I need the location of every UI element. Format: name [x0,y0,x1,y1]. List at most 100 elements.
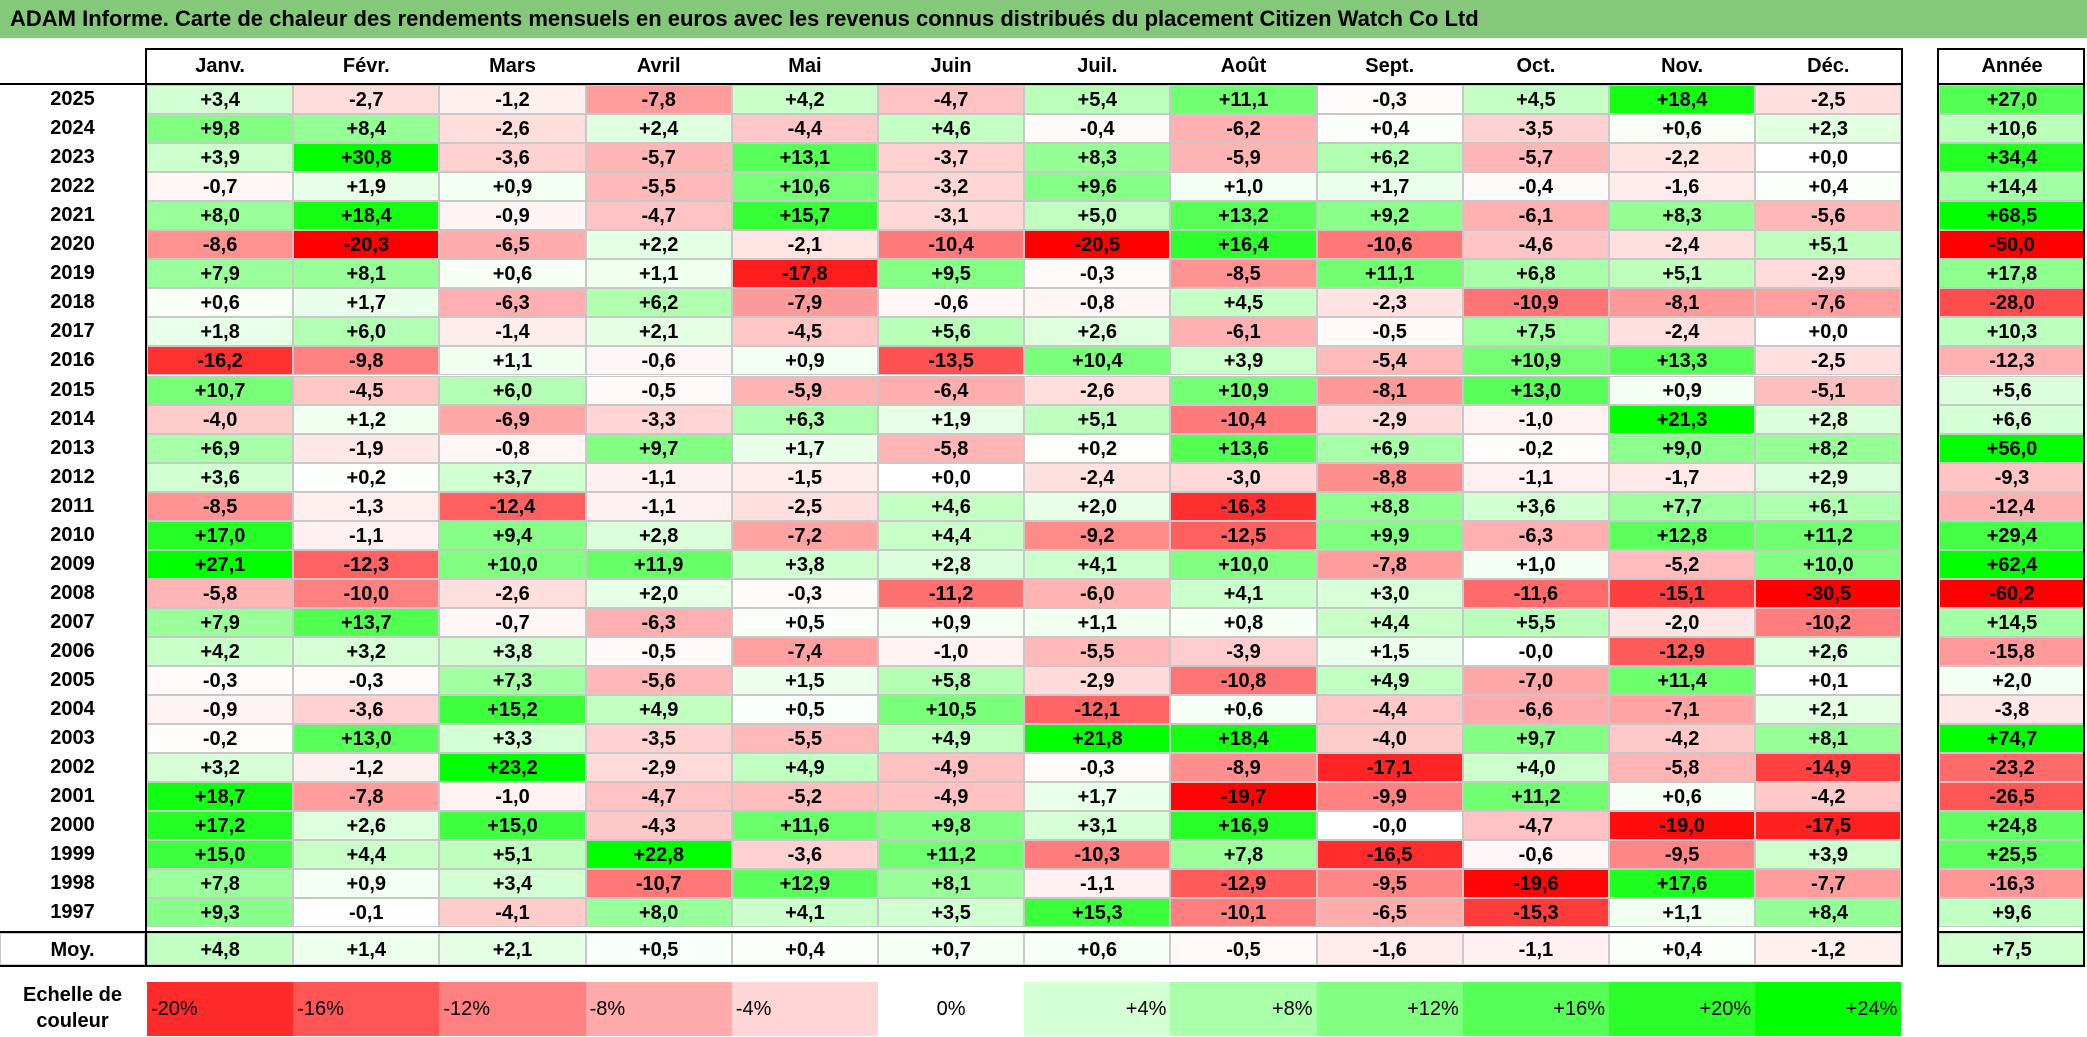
heatmap-cell: +1,1 [585,259,732,289]
heatmap-cell: +5,1 [1609,259,1756,289]
heatmap-cell: +5,1 [1024,404,1171,434]
month-header: Déc. [1807,55,1850,77]
heatmap-cell: -0,8 [1024,288,1171,318]
heatmap-cell: +3,6 [1462,491,1609,521]
heatmap-cell: +3,4 [147,85,294,115]
heatmap-cell: +4,5 [1462,85,1609,115]
heatmap-cell: -4,2 [1609,724,1756,754]
heatmap-cell: +9,6 [1024,172,1171,202]
heatmap-cell: -10,6 [1316,230,1463,260]
heatmap-cell: +3,1 [1024,811,1171,841]
heatmap-cell: -7,4 [731,636,878,666]
heatmap-cell: -0,5 [1316,317,1463,347]
heatmap-cell: -0,1 [293,898,440,928]
heatmap-cell: -0,3 [293,666,440,696]
heatmap-cell: +0,9 [439,172,586,202]
heatmap-cell: -4,4 [1316,695,1463,725]
heatmap-cell: -2,4 [1609,317,1756,347]
heatmap-cell: -5,2 [1609,549,1756,579]
heatmap-cell: -2,5 [1755,346,1902,376]
heatmap-cell: -2,6 [439,114,586,144]
heatmap-cell: -10,8 [1170,666,1317,696]
heatmap-cell: -6,4 [878,375,1025,405]
month-header: Juil. [1077,55,1118,77]
heatmap-cell: +9,0 [1609,433,1756,463]
annual-cell: +34,4 [1939,143,2085,173]
heatmap-cell: -8,9 [1170,753,1317,783]
color-scale-stop: +4% [1024,982,1171,1036]
month-header: Avril [636,55,681,77]
year-label: 2008 [50,581,95,604]
heatmap-cell: +8,1 [878,869,1025,899]
heatmap-cell: +10,0 [1170,549,1317,579]
heatmap-cell: +2,8 [585,520,732,550]
heatmap-cell: -0,2 [147,724,294,754]
heatmap-cell: +8,1 [1755,724,1902,754]
heatmap-cell: +8,4 [1755,898,1902,928]
heatmap-cell: +2,2 [585,230,732,260]
heatmap-cell: +3,0 [1316,578,1463,608]
heatmap-cell: -4,9 [878,782,1025,812]
heatmap-cell: +11,9 [585,549,732,579]
header-divider [0,83,1902,85]
color-scale-stop: -16% [293,982,440,1036]
year-label: 2015 [50,378,95,401]
year-label: 2006 [50,639,95,662]
heatmap-cell: +21,8 [1024,724,1171,754]
average-cell: +0,5 [585,933,732,965]
heatmap-cell: +0,6 [1609,114,1756,144]
year-label: 2013 [50,436,95,459]
year-label: 2004 [50,698,95,721]
year-label: 2014 [50,407,95,430]
month-header: Sept. [1365,55,1415,77]
heatmap-cell: -1,7 [1609,462,1756,492]
heatmap-cell: +22,8 [585,840,732,870]
heatmap-cell: +3,9 [1755,840,1902,870]
page-title: ADAM Informe. Carte de chaleur des rende… [0,0,2087,38]
heatmap-cell: -10,0 [293,578,440,608]
annual-cell: -9,3 [1939,462,2085,492]
heatmap-cell: +8,8 [1316,491,1463,521]
heatmap-cell: -2,2 [1609,143,1756,173]
heatmap-cell: -0,5 [585,636,732,666]
average-cell: -1,6 [1316,933,1463,965]
average-label: Moy. [0,933,145,965]
heatmap-cell: +11,2 [878,840,1025,870]
heatmap-cell: +3,4 [439,869,586,899]
heatmap-cell: -14,9 [1755,753,1902,783]
heatmap-cell: +5,6 [878,317,1025,347]
heatmap-cell: -6,9 [439,404,586,434]
heatmap-cell: -0,3 [1024,259,1171,289]
heatmap-cell: +5,4 [1024,85,1171,115]
heatmap-cell: -10,3 [1024,840,1171,870]
heatmap-cell: +6,8 [1462,259,1609,289]
heatmap-cell: -2,9 [585,753,732,783]
heatmap-cell: +2,0 [585,578,732,608]
heatmap-cell: -5,8 [1609,753,1756,783]
heatmap-cell: +8,3 [1024,143,1171,173]
heatmap-cell: -12,1 [1024,695,1171,725]
year-label: 2012 [50,465,95,488]
heatmap-cell: -12,5 [1170,520,1317,550]
heatmap-cell: +0,5 [731,607,878,637]
year-label: 2021 [50,204,95,227]
heatmap-cell: -2,7 [293,85,440,115]
heatmap-cell: -4,5 [293,375,440,405]
year-label: 1997 [50,901,95,924]
heatmap-cell: -4,2 [1755,782,1902,812]
heatmap-cell: -6,1 [1170,317,1317,347]
heatmap-cell: -8,5 [1170,259,1317,289]
year-label: 2003 [50,727,95,750]
annual-cell: +5,6 [1939,375,2085,405]
heatmap-cell: +0,2 [293,462,440,492]
heatmap-cell: +0,6 [147,288,294,318]
heatmap-cell: -1,0 [878,636,1025,666]
year-label: 2005 [50,669,95,691]
heatmap-cell: +3,9 [147,143,294,173]
heatmap-cell: +6,3 [731,404,878,434]
heatmap-cell: +4,9 [1316,666,1463,696]
heatmap-cell: -0,3 [731,578,878,608]
heatmap-cell: -1,1 [1462,462,1609,492]
heatmap-cell: +12,9 [731,869,878,899]
heatmap-cell: +7,5 [1462,317,1609,347]
